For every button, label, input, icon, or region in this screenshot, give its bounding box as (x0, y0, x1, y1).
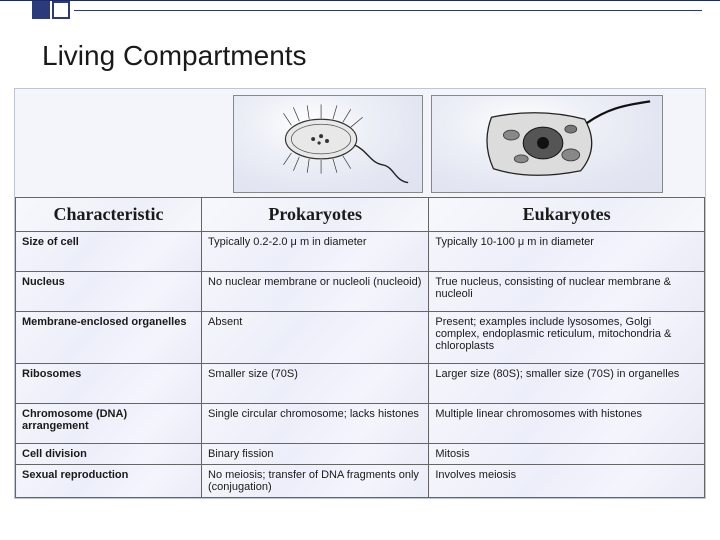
eukaryote-icon (432, 95, 662, 193)
cell-prokaryote: Absent (202, 312, 429, 364)
comparison-table: Characteristic Prokaryotes Eukaryotes Si… (15, 197, 705, 498)
cell-characteristic: Cell division (16, 444, 202, 465)
cell-eukaryote: Involves meiosis (429, 465, 705, 498)
image-spacer (57, 95, 225, 193)
table-row: Sexual reproduction No meiosis; transfer… (16, 465, 705, 498)
header-eukaryotes: Eukaryotes (429, 198, 705, 232)
cell-prokaryote: No nuclear membrane or nucleoli (nucleoi… (202, 272, 429, 312)
table-row: Chromosome (DNA) arrangement Single circ… (16, 404, 705, 444)
decor-square-filled (32, 1, 50, 19)
eukaryote-image (431, 95, 663, 193)
cell-characteristic: Sexual reproduction (16, 465, 202, 498)
cell-eukaryote: Larger size (80S); smaller size (70S) in… (429, 364, 705, 404)
table-row: Nucleus No nuclear membrane or nucleoli … (16, 272, 705, 312)
cell-prokaryote: Smaller size (70S) (202, 364, 429, 404)
decor-square-outline (52, 1, 70, 19)
slide-title: Living Compartments (0, 38, 720, 82)
cell-prokaryote: Binary fission (202, 444, 429, 465)
table-row: Size of cell Typically 0.2-2.0 μ m in di… (16, 232, 705, 272)
table-row: Membrane-enclosed organelles Absent Pres… (16, 312, 705, 364)
cell-eukaryote: Multiple linear chromosomes with histone… (429, 404, 705, 444)
cell-characteristic: Chromosome (DNA) arrangement (16, 404, 202, 444)
cell-prokaryote: Typically 0.2-2.0 μ m in diameter (202, 232, 429, 272)
cell-eukaryote: Present; examples include lysosomes, Gol… (429, 312, 705, 364)
cell-prokaryote: Single circular chromosome; lacks histon… (202, 404, 429, 444)
table-row: Ribosomes Smaller size (70S) Larger size… (16, 364, 705, 404)
cell-eukaryote: Mitosis (429, 444, 705, 465)
content-panel: Characteristic Prokaryotes Eukaryotes Si… (14, 88, 706, 499)
header-prokaryotes: Prokaryotes (202, 198, 429, 232)
prokaryote-image (233, 95, 423, 193)
cell-prokaryote: No meiosis; transfer of DNA fragments on… (202, 465, 429, 498)
cell-characteristic: Membrane-enclosed organelles (16, 312, 202, 364)
slide-corner-decor (0, 0, 720, 38)
prokaryote-icon (234, 95, 422, 193)
table-row: Cell division Binary fission Mitosis (16, 444, 705, 465)
header-characteristic: Characteristic (16, 198, 202, 232)
decor-rule (74, 10, 702, 11)
cell-eukaryote: Typically 10-100 μ m in diameter (429, 232, 705, 272)
image-row (15, 89, 705, 197)
cell-characteristic: Size of cell (16, 232, 202, 272)
cell-eukaryote: True nucleus, consisting of nuclear memb… (429, 272, 705, 312)
cell-characteristic: Ribosomes (16, 364, 202, 404)
table-header-row: Characteristic Prokaryotes Eukaryotes (16, 198, 705, 232)
cell-characteristic: Nucleus (16, 272, 202, 312)
